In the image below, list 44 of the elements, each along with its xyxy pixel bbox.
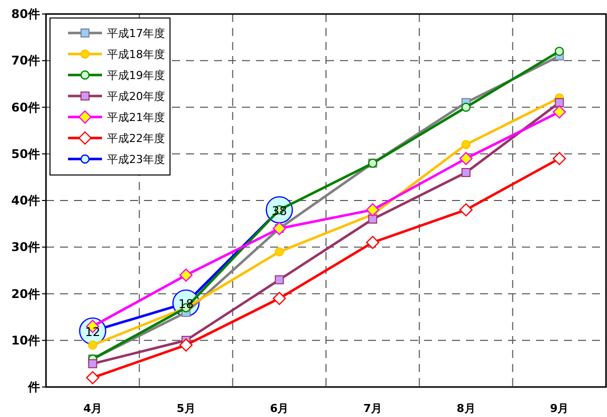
x-tick-label: 4月 [83,402,102,415]
point [459,203,473,216]
y-tick-label: 70件 [11,54,40,68]
point [552,105,566,119]
point [366,236,380,250]
x-tick-label: 9月 [550,402,569,415]
y-tick-label: 件 [27,380,40,394]
point [554,98,564,108]
y-tick-label: 40件 [11,194,40,208]
point [459,152,473,166]
legend-label: 平成22年度 [107,132,165,145]
x-tick-label: 7月 [363,402,382,415]
point [366,203,380,216]
point [272,292,286,306]
x-tick-label: 6月 [270,402,289,415]
point [272,222,286,236]
point [179,268,193,282]
legend-label: 平成23年度 [107,153,165,166]
y-tick-label: 10件 [11,333,40,348]
legend-label: 平成21年度 [107,111,165,124]
point [554,46,564,56]
point [274,247,284,256]
data-label: 12 [85,325,100,340]
y-tick-label: 30件 [11,240,40,254]
y-tick-label: 80件 [11,7,40,21]
y-tick-label: 50件 [11,146,40,161]
point [552,152,566,166]
point [368,214,378,224]
point [274,275,284,284]
legend-label: 平成17年度 [107,27,165,40]
x-tick-label: 5月 [176,402,196,415]
x-tick-label: 8月 [456,402,476,415]
point [86,371,100,384]
point [462,168,470,178]
y-tick-label: 60件 [11,100,40,114]
point [179,338,193,352]
point [88,359,98,368]
legend-label: 平成18年度 [107,48,165,61]
point [461,140,471,150]
legend-label: 平成20年度 [107,90,165,103]
legend-label: 平成19年度 [107,69,165,82]
y-tick-label: 20件 [11,286,40,301]
point [88,340,98,350]
point [461,102,471,112]
